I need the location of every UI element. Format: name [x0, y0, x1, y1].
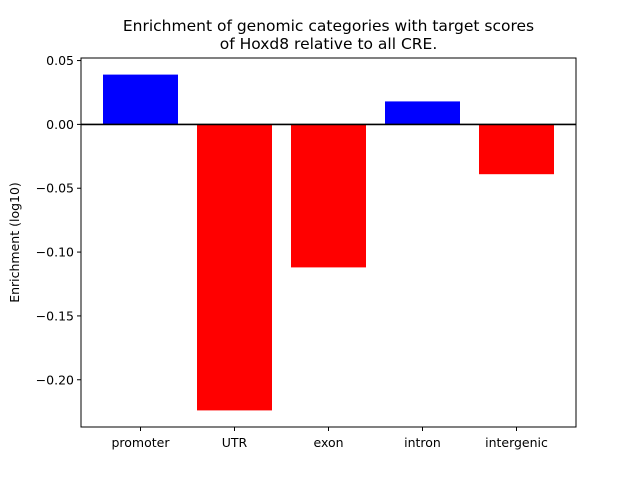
y-tick-label: 0.05 — [46, 53, 74, 68]
chart-title-line-1: Enrichment of genomic categories with ta… — [123, 17, 534, 35]
x-tick-label: UTR — [222, 435, 248, 450]
x-axis: promoter UTR exon intron intergenic — [111, 427, 548, 450]
y-tick-label: −0.05 — [36, 181, 74, 196]
bar-UTR — [197, 124, 272, 411]
y-tick-label: −0.20 — [36, 372, 74, 387]
bar-intergenic — [479, 124, 554, 175]
y-tick-label: −0.15 — [36, 308, 74, 323]
bar-intron — [385, 101, 460, 125]
y-axis: 0.05 0.00 −0.05 −0.10 −0.15 −0.20 — [36, 53, 81, 387]
x-tick-label: exon — [313, 435, 343, 450]
bar-promoter — [103, 74, 178, 125]
y-tick-label: 0.00 — [46, 117, 74, 132]
x-tick-label: intergenic — [485, 435, 548, 450]
bars-group — [103, 74, 554, 411]
x-tick-label: promoter — [111, 435, 170, 450]
x-tick-label: intron — [404, 435, 441, 450]
y-axis-label: Enrichment (log10) — [7, 182, 22, 303]
chart-title-line-2: of Hoxd8 relative to all CRE. — [220, 35, 438, 53]
y-tick-label: −0.10 — [36, 245, 74, 260]
bar-exon — [291, 124, 366, 268]
